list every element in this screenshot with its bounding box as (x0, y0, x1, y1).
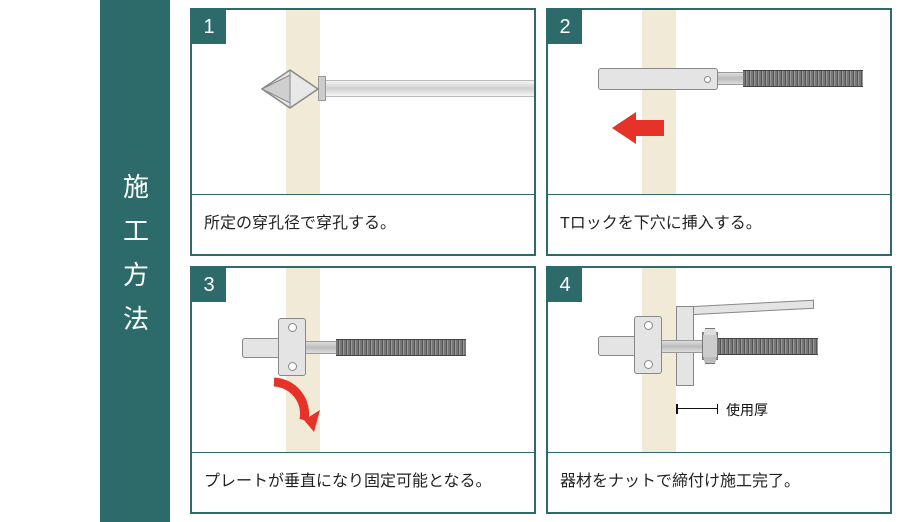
anchor-shaft (306, 341, 336, 354)
anchor-thread (336, 339, 466, 356)
step-number-badge: 4 (548, 268, 582, 302)
steps-grid: 1 所定の穿孔径で穿孔する。 2 Tロックを下穴に挿入する。 3 (170, 0, 900, 522)
step-2-illustration (548, 10, 890, 194)
step-3-illustration (192, 268, 534, 452)
step-panel-4: 4 使用厚 器材をナットで締付け施工完了。 (546, 266, 892, 514)
t-lock-front-plate (634, 316, 662, 374)
mounting-bracket-flange (694, 300, 814, 315)
step-number-badge: 3 (192, 268, 226, 302)
t-lock-front-plate (278, 318, 306, 376)
anchor-shaft (662, 340, 702, 353)
dimension-label: 使用厚 (726, 400, 768, 420)
rotate-arrow-icon (264, 376, 334, 436)
step-4-illustration: 使用厚 (548, 268, 890, 452)
anchor-thread (743, 70, 863, 87)
sidebar: 施工方法 (100, 0, 170, 522)
dimension-bracket (676, 408, 718, 418)
drill-shaft (320, 80, 534, 97)
step-caption: Tロックを下穴に挿入する。 (548, 194, 890, 254)
step-panel-1: 1 所定の穿孔径で穿孔する。 (190, 8, 536, 256)
step-caption: 器材をナットで締付け施工完了。 (548, 452, 890, 512)
step-caption: プレートが垂直になり固定可能となる。 (192, 452, 534, 512)
nut (702, 332, 718, 360)
drill-tip-icon (252, 60, 332, 118)
wall-strip (642, 10, 676, 194)
sidebar-title: 施工方法 (117, 173, 154, 349)
step-number-badge: 2 (548, 10, 582, 44)
anchor-thread (718, 338, 818, 355)
anchor-shaft (718, 72, 743, 85)
step-caption: 所定の穿孔径で穿孔する。 (192, 194, 534, 254)
step-1-illustration (192, 10, 534, 194)
step-panel-3: 3 プレートが垂直になり固定可能となる。 (190, 266, 536, 514)
step-number-badge: 1 (192, 10, 226, 44)
t-lock-body (598, 68, 718, 90)
insert-arrow-icon (612, 112, 636, 144)
step-panel-2: 2 Tロックを下穴に挿入する。 (546, 8, 892, 256)
